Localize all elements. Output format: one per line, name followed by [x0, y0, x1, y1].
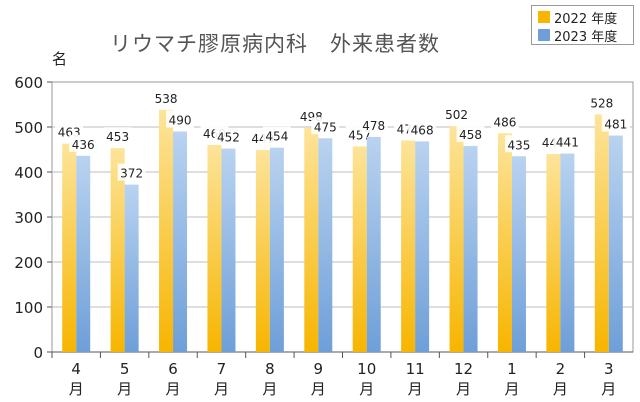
data-label-background	[311, 117, 340, 135]
legend-label-2022: 2022 年度	[554, 11, 618, 27]
x-tick-label-number: 6	[168, 360, 178, 378]
legend: 2022 年度 2023 年度	[531, 5, 634, 45]
y-tick-label: 100	[14, 299, 43, 317]
data-label: 436	[72, 138, 95, 152]
data-label: 453	[106, 130, 129, 144]
x-tick-label-number: 5	[120, 360, 130, 378]
bar-2023	[366, 136, 381, 352]
x-tick-label-number: 9	[314, 360, 324, 378]
x-tick-label-number: 2	[556, 360, 566, 378]
legend-label-2023: 2023 年度	[554, 29, 618, 45]
x-tick-label-unit: 月	[311, 380, 326, 398]
x-tick-label-unit: 月	[408, 380, 423, 398]
x-tick-label-unit: 月	[214, 380, 229, 398]
bar-2022	[594, 114, 609, 353]
y-tick-label: 0	[33, 344, 43, 362]
x-tick-label-unit: 月	[601, 380, 616, 398]
data-label-background	[587, 93, 616, 111]
bar-2023	[415, 141, 430, 352]
data-label: 538	[155, 92, 178, 106]
y-axis-unit-label: 名	[52, 50, 68, 68]
data-label: 490	[169, 114, 192, 128]
x-tick-label-number: 7	[217, 360, 227, 378]
data-label-background	[490, 112, 519, 130]
y-tick-label: 300	[14, 209, 43, 227]
data-label-background	[166, 110, 195, 128]
data-label-background	[359, 115, 388, 133]
x-tick-label-number: 10	[357, 360, 376, 378]
data-label: 502	[445, 108, 468, 122]
x-tick-label-unit: 月	[117, 380, 132, 398]
data-label-background	[504, 135, 533, 153]
y-tick-label: 200	[14, 254, 43, 272]
bar-2023	[318, 138, 333, 352]
data-label: 454	[265, 130, 288, 144]
data-label: 481	[604, 118, 627, 132]
data-label-background	[117, 163, 146, 181]
x-tick-label-number: 3	[604, 360, 614, 378]
data-label: 528	[590, 96, 613, 110]
bar-2023	[221, 148, 236, 352]
y-tick-label: 500	[14, 119, 43, 137]
x-tick-label-unit: 月	[262, 380, 277, 398]
bar-2022	[546, 154, 561, 352]
data-label: 435	[508, 138, 531, 152]
x-tick-label-unit: 月	[166, 380, 181, 398]
data-label: 478	[362, 119, 385, 133]
bar-2022	[62, 143, 77, 352]
bar-2022	[449, 126, 464, 352]
x-tick-label-unit: 月	[69, 380, 84, 398]
bar-2022	[401, 140, 416, 352]
x-tick-label-number: 4	[71, 360, 81, 378]
x-tick-label-unit: 月	[456, 380, 471, 398]
data-label: 475	[314, 120, 337, 134]
bar-2022	[110, 148, 125, 352]
chart-title: リウマチ膠原病内科 外来患者数	[110, 32, 440, 56]
data-label-background	[103, 127, 132, 145]
bar-2022	[304, 127, 319, 353]
bar-2023	[269, 147, 284, 352]
data-label-background	[553, 132, 582, 150]
x-tick-label-number: 8	[265, 360, 275, 378]
bar-2023	[511, 156, 526, 352]
bar-2023	[608, 135, 623, 352]
data-label: 372	[120, 167, 143, 181]
bar-2023	[124, 184, 139, 352]
data-label-background	[442, 105, 471, 123]
bar-2023	[173, 131, 188, 352]
bar-2022	[497, 133, 512, 352]
legend-item-2022: 2022 年度	[538, 9, 618, 27]
data-label-background	[214, 127, 243, 145]
bar-2022	[352, 146, 367, 352]
y-tick-label: 400	[14, 164, 43, 182]
x-tick-label-number: 1	[507, 360, 517, 378]
data-label-background	[152, 88, 181, 106]
x-tick-label-unit: 月	[359, 380, 374, 398]
data-label-background	[262, 126, 291, 144]
data-label: 441	[556, 136, 579, 150]
data-label-background	[456, 124, 485, 142]
bar-2023	[463, 145, 478, 352]
bar-2023	[560, 153, 575, 352]
legend-swatch-2023	[538, 29, 550, 41]
x-tick-label-unit: 月	[553, 380, 568, 398]
bar-2023	[76, 155, 91, 352]
data-label-background	[69, 134, 98, 152]
data-label-background	[601, 114, 630, 132]
y-tick-label: 600	[14, 74, 43, 92]
bar-2022	[207, 145, 222, 352]
legend-swatch-2022	[538, 11, 550, 23]
bar-2022	[159, 109, 174, 353]
x-tick-label-number: 11	[406, 360, 425, 378]
x-tick-label-unit: 月	[504, 380, 519, 398]
data-label-background	[408, 120, 437, 138]
data-label: 452	[217, 131, 240, 145]
bar-2022	[255, 149, 270, 352]
legend-item-2023: 2023 年度	[538, 27, 618, 45]
data-label: 486	[494, 115, 517, 129]
data-label: 458	[459, 128, 482, 142]
data-label: 468	[411, 123, 434, 137]
x-tick-label-number: 12	[454, 360, 473, 378]
